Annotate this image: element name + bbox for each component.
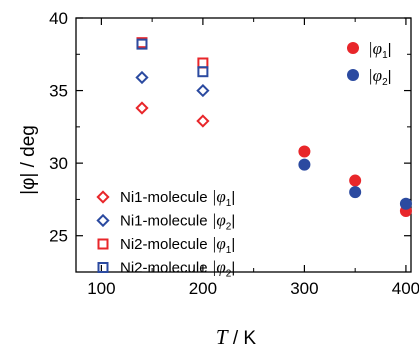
legend-marker — [96, 213, 110, 228]
legend-prefix: Ni1-molecule — [120, 189, 212, 206]
legend-label: Ni1-molecule |φ1| — [120, 187, 235, 209]
legend-symbol: |φ — [368, 66, 382, 85]
data-point-series-2 — [399, 197, 412, 210]
data-point-series-2 — [298, 158, 311, 171]
legend-prefix: Ni2-molecule — [120, 236, 212, 253]
x-tick-label: 200 — [189, 279, 217, 298]
data-point-series-4 — [135, 70, 149, 85]
legend-top-right: |φ1||φ2| — [347, 39, 392, 88]
data-point-series-1 — [349, 174, 362, 187]
data-point-series-2 — [349, 186, 362, 199]
legend-marker — [97, 262, 109, 273]
data-point-series-3 — [196, 114, 210, 128]
data-point-series-1 — [298, 145, 311, 158]
x-axis-unit: / K — [228, 328, 257, 349]
data-point-series-5 — [197, 57, 209, 69]
legend-subscript: 1 — [226, 245, 232, 256]
legend-subscript: 2 — [226, 222, 232, 233]
legend-marker — [97, 238, 109, 250]
legend-close: | — [231, 213, 235, 230]
legend-prefix: Ni2-molecule — [120, 260, 212, 277]
legend-symbol: |φ — [212, 258, 226, 277]
legend-close: | — [231, 236, 235, 253]
y-tick-label: 40 — [49, 9, 68, 28]
x-axis-label: T / K — [216, 325, 257, 349]
legend-close: | — [388, 41, 392, 58]
y-tick-label: 25 — [49, 227, 68, 246]
legend-symbol: |φ — [212, 211, 226, 230]
legend-label: Ni1-molecule |φ2| — [120, 211, 235, 233]
legend-marker — [96, 190, 110, 204]
x-tick-label: 100 — [87, 279, 115, 298]
legend-label: |φ2| — [368, 66, 392, 88]
legend-subscript: 2 — [226, 269, 232, 280]
y-tick-label: 30 — [49, 154, 68, 173]
data-point-series-3 — [135, 101, 149, 115]
legend-marker — [347, 69, 359, 81]
data-points — [135, 37, 412, 218]
legend-close: | — [388, 68, 392, 85]
x-tick-label: 400 — [392, 279, 419, 298]
legend-close: | — [231, 189, 235, 206]
legend-symbol: |φ — [212, 234, 226, 253]
y-axis-label: |φ| / deg — [18, 125, 39, 195]
legend-bottom-left: Ni1-molecule |φ1|Ni1-molecule |φ2|Ni2-mo… — [96, 187, 235, 280]
legend-subscript: 1 — [382, 50, 388, 61]
legend-subscript: 1 — [226, 198, 232, 209]
legend-marker — [347, 42, 359, 54]
legend-subscript: 2 — [382, 77, 388, 88]
data-point-series-6 — [136, 38, 148, 50]
y-axis-ticks: 25 30 35 40 — [49, 9, 411, 246]
legend-label: |φ1| — [368, 39, 392, 61]
plot-frame — [75, 17, 412, 273]
legend-prefix: Ni1-molecule — [120, 213, 212, 230]
plot-border — [75, 17, 412, 273]
legend-label: Ni2-molecule |φ2| — [120, 258, 235, 280]
legend-symbol: |φ — [212, 187, 226, 206]
data-point-series-4 — [196, 83, 210, 98]
y-tick-label: 35 — [49, 82, 68, 101]
legend-close: | — [231, 260, 235, 277]
legend-symbol: |φ — [368, 39, 382, 58]
data-point-series-6 — [197, 66, 209, 78]
x-axis-symbol: T — [216, 325, 229, 349]
x-tick-label: 300 — [290, 279, 318, 298]
x-axis-ticks: 100 200 300 400 — [87, 18, 419, 298]
legend-label: Ni2-molecule |φ1| — [120, 234, 235, 256]
